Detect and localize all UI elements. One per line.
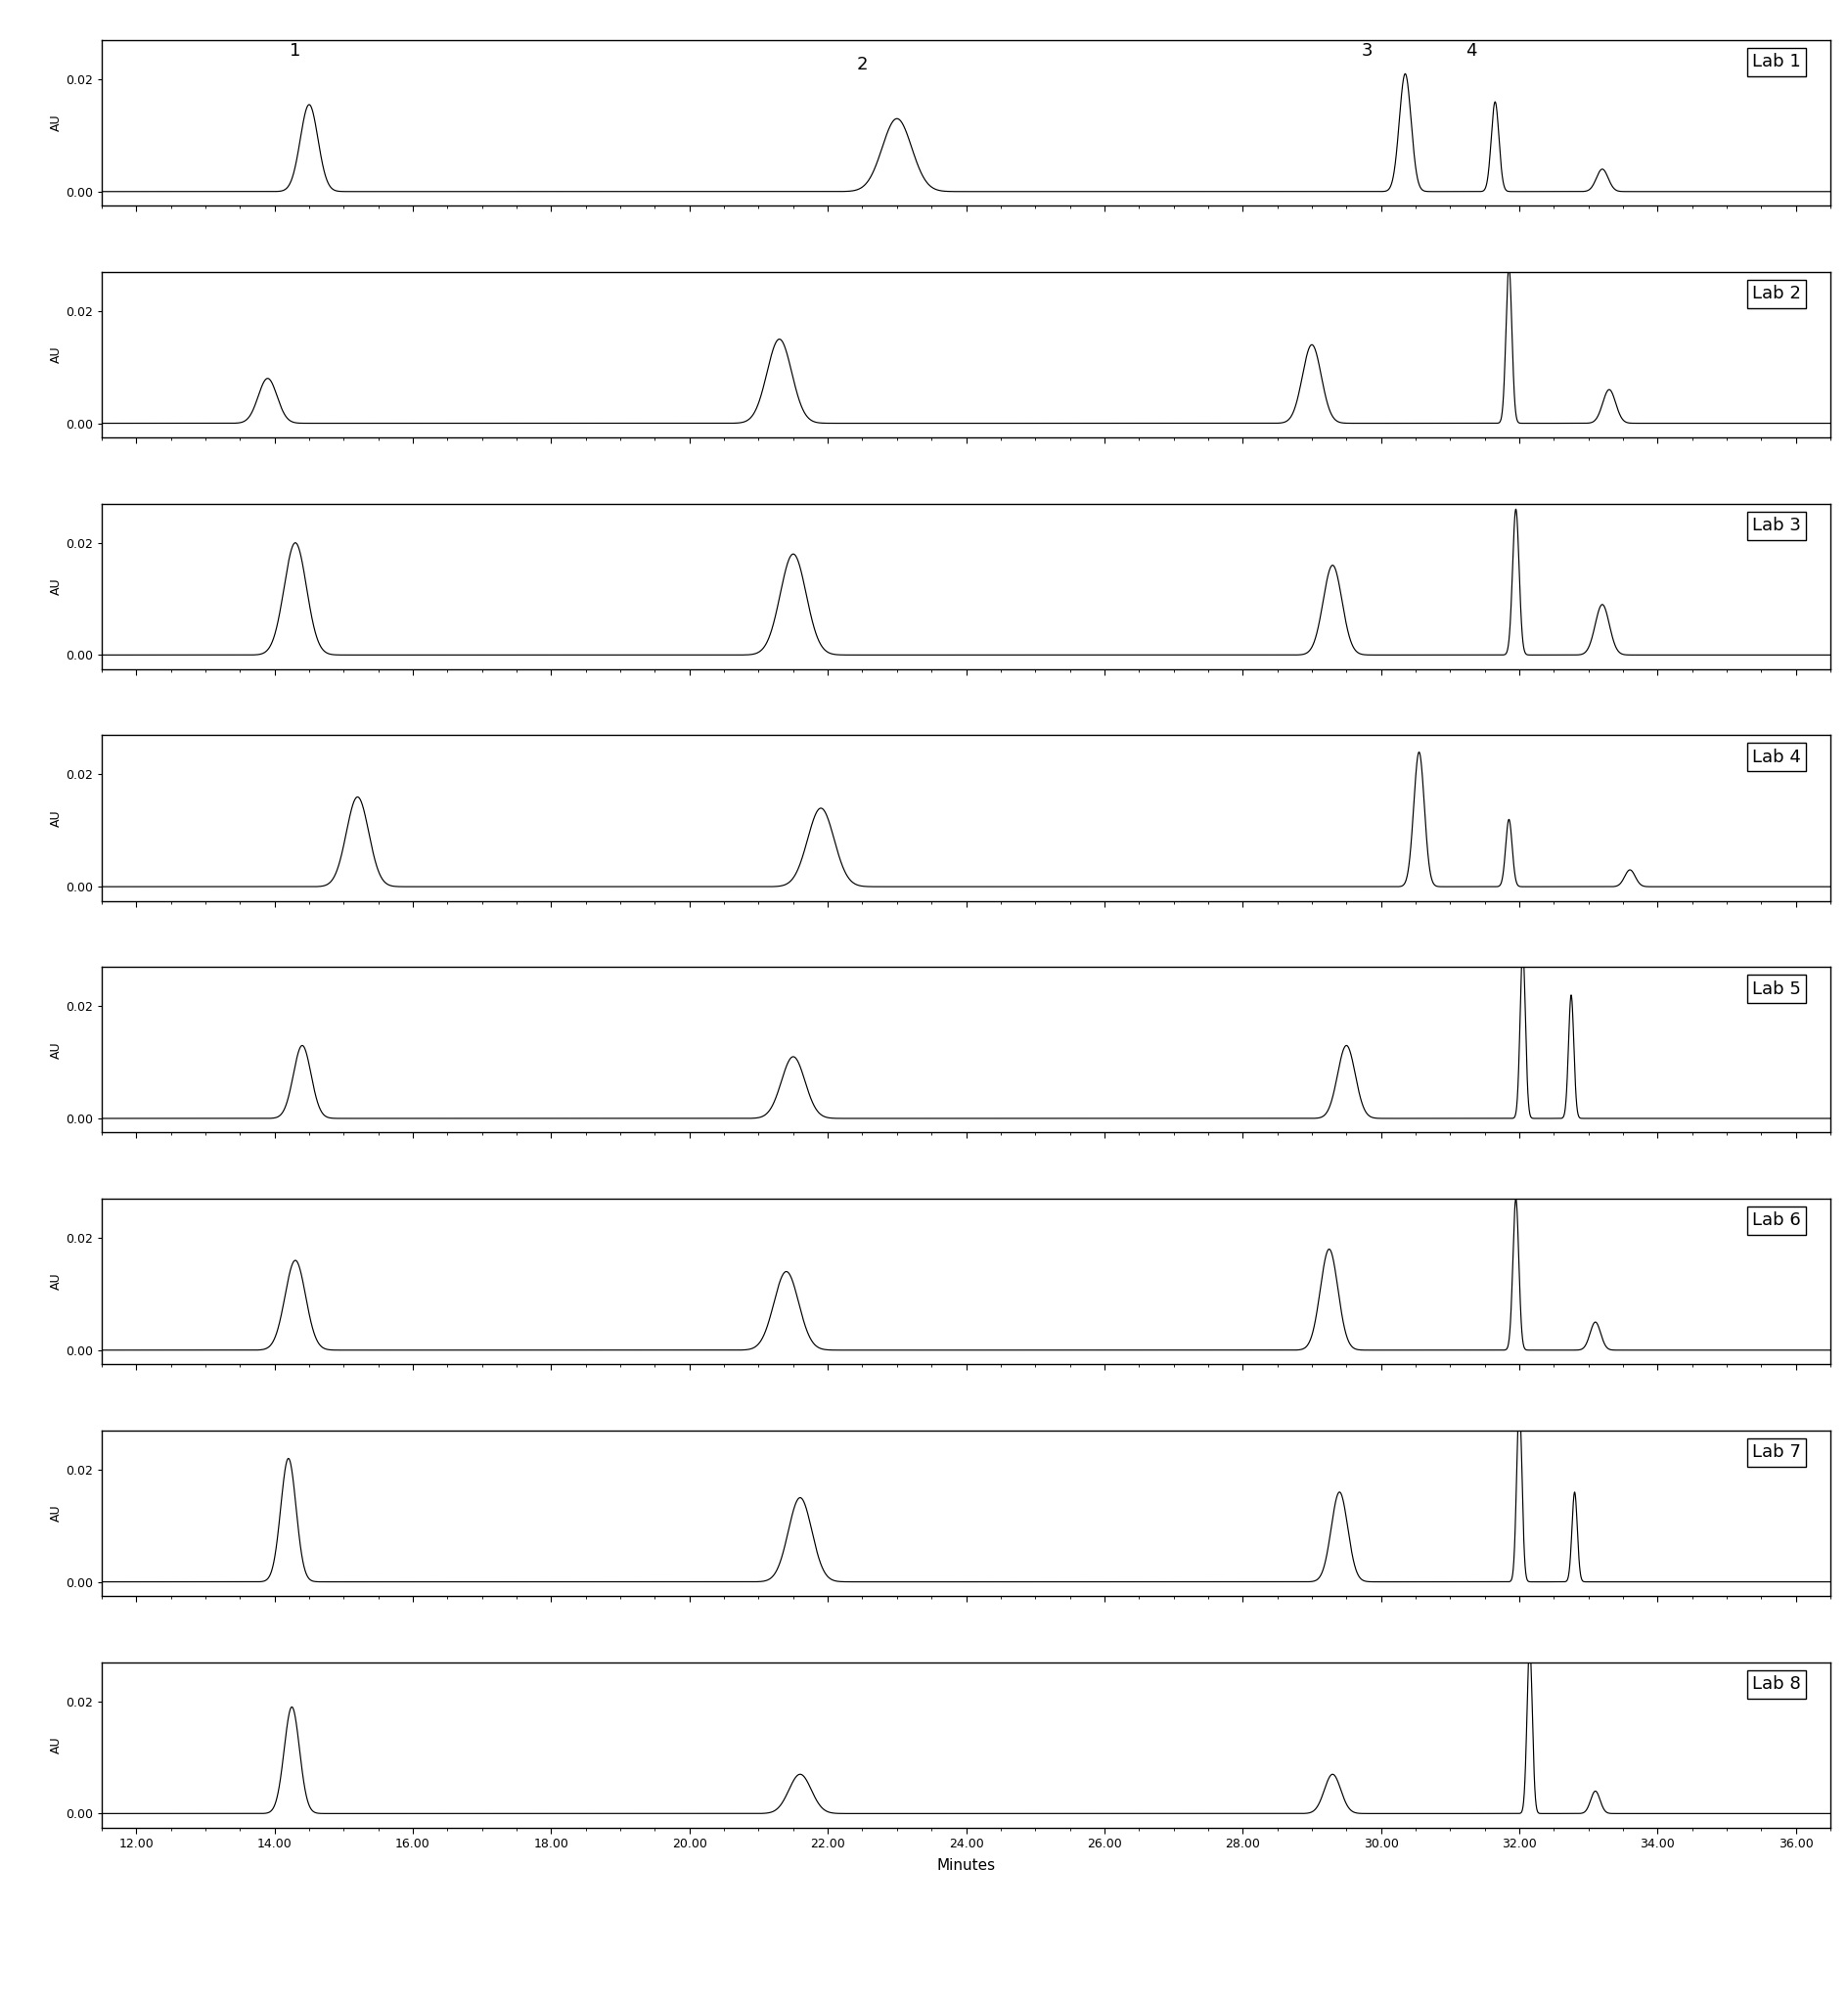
Text: Lab 4: Lab 4 [1752,747,1800,766]
Text: Lab 7: Lab 7 [1752,1443,1800,1461]
Y-axis label: AU: AU [50,114,63,132]
Text: Lab 6: Lab 6 [1752,1212,1800,1230]
Y-axis label: AU: AU [50,1273,63,1291]
Y-axis label: AU: AU [50,1040,63,1058]
Y-axis label: AU: AU [50,347,63,363]
Text: 2: 2 [856,56,867,74]
X-axis label: Minutes: Minutes [937,1858,994,1874]
Text: Lab 5: Lab 5 [1752,980,1800,998]
Text: Lab 2: Lab 2 [1752,285,1800,303]
Text: Lab 8: Lab 8 [1752,1675,1800,1693]
Text: 4: 4 [1464,42,1477,60]
Text: Lab 1: Lab 1 [1752,54,1800,70]
Text: 1: 1 [290,42,301,60]
Text: 3: 3 [1360,42,1371,60]
Y-axis label: AU: AU [50,577,63,595]
Y-axis label: AU: AU [50,810,63,826]
Y-axis label: AU: AU [50,1735,63,1754]
Text: Lab 3: Lab 3 [1752,517,1800,535]
Y-axis label: AU: AU [50,1505,63,1521]
